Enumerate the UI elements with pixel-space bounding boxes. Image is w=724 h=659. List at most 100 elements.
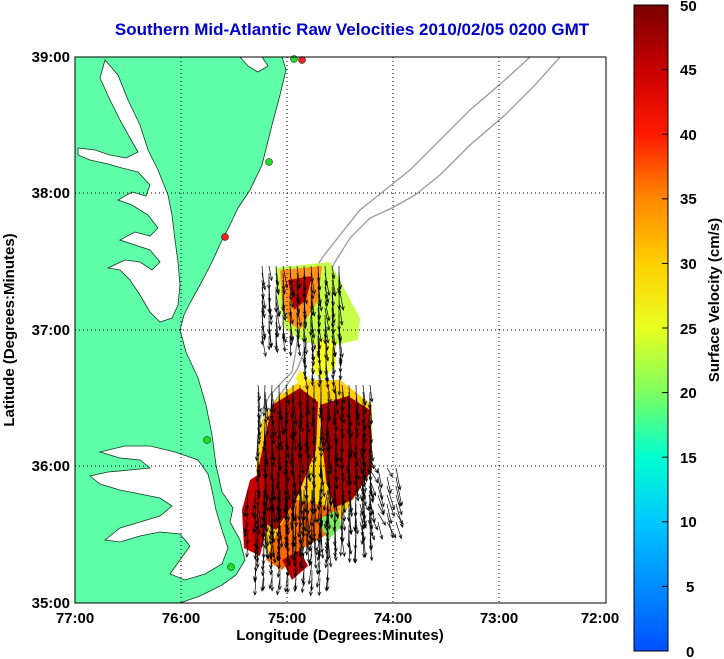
velocity-arrow: [276, 529, 281, 544]
velocity-arrow: [310, 321, 316, 339]
velocity-arrow: [317, 489, 322, 507]
velocity-arrow: [324, 307, 331, 332]
colorbar-tick: 35: [680, 191, 697, 208]
velocity-arrow: [368, 476, 377, 497]
velocity-arrow: [341, 405, 346, 425]
velocity-arrow: [338, 286, 345, 311]
velocity-arrow: [368, 494, 376, 523]
velocity-arrow: [369, 433, 375, 462]
velocity-arrow: [395, 494, 403, 516]
velocity-arrow: [282, 335, 287, 353]
velocity-arrow: [386, 494, 395, 518]
colorbar-label: Surface Velocity (cm/s): [706, 218, 723, 382]
velocity-arrow: [313, 538, 318, 570]
velocity-arrow: [276, 521, 281, 537]
velocity-arrow: [315, 569, 321, 589]
velocity-arrow: [324, 412, 329, 443]
velocity-arrow: [289, 321, 295, 342]
velocity-arrow: [324, 321, 330, 344]
velocity-arrow: [271, 475, 277, 501]
velocity-arrow: [338, 353, 343, 367]
velocity-arrow: [352, 538, 357, 564]
velocity-arrow: [275, 307, 282, 331]
velocity-arrow: [324, 300, 331, 322]
velocity-arrow: [278, 426, 284, 452]
velocity-arrow: [317, 374, 322, 388]
velocity-arrow: [289, 279, 295, 298]
velocity-arrow: [334, 391, 340, 415]
velocity-arrow: [260, 529, 265, 548]
velocity-arrow: [309, 577, 313, 597]
velocity-arrow: [325, 577, 330, 591]
velocity-arrow: [299, 405, 304, 433]
chesapeake-bay: [77, 59, 181, 323]
velocity-arrow: [320, 538, 325, 560]
velocity-arrow: [261, 293, 266, 319]
velocity-arrow: [261, 272, 267, 291]
velocity-arrow: [347, 531, 352, 564]
velocity-arrow: [264, 482, 269, 513]
velocity-arrow: [395, 503, 404, 529]
velocity-arrow: [264, 440, 269, 467]
velocity-arrow: [276, 561, 281, 579]
velocity-arrow: [310, 374, 315, 387]
station-marker: [203, 436, 211, 444]
velocity-arrow: [299, 553, 305, 570]
velocity-arrow: [338, 300, 344, 326]
velocity-arrow: [267, 335, 272, 351]
y-axis-label: Latitude (Degrees:Minutes): [1, 233, 18, 426]
velocity-arrow: [395, 476, 403, 507]
velocity-arrow: [332, 482, 337, 510]
velocity-arrow: [282, 328, 287, 344]
velocity-arrow: [355, 482, 360, 502]
velocity-arrow: [307, 561, 313, 586]
y-tick-label: 39:00: [32, 49, 70, 66]
velocity-arrow: [270, 569, 274, 592]
velocity-arrow: [298, 545, 305, 567]
velocity-arrow: [320, 419, 326, 447]
velocity-arrow: [244, 505, 249, 518]
velocity-arrow: [325, 374, 330, 389]
delaware-bay: [239, 57, 269, 73]
velocity-arrow: [334, 496, 340, 520]
velocity-arrow: [308, 537, 313, 553]
velocity-arrow: [296, 307, 302, 328]
velocity-arrow: [299, 447, 305, 475]
velocity-arrow: [348, 538, 353, 555]
velocity-arrow: [325, 537, 329, 555]
velocity-arrow: [253, 577, 257, 596]
velocity-arrow: [355, 405, 360, 422]
velocity-arrow: [271, 496, 277, 524]
velocity-arrow: [310, 339, 315, 353]
velocity-arrow: [341, 384, 346, 405]
velocity-arrow: [359, 521, 366, 542]
x-axis: 77:00 76:00 75:00 74:00 73:00 72:00 Long…: [56, 610, 619, 644]
velocity-arrow: [348, 426, 354, 455]
velocity-arrow: [368, 485, 375, 499]
velocity-arrow: [285, 577, 290, 594]
x-tick-label: 76:00: [162, 610, 200, 627]
velocity-arrow: [324, 272, 331, 297]
velocity-arrow: [261, 286, 267, 310]
colorbar-tick: 15: [680, 450, 697, 467]
velocity-arrow: [274, 321, 279, 338]
velocity-arrow: [368, 512, 379, 531]
colorbar-tick: 50: [680, 0, 697, 15]
velocity-arrow: [386, 503, 393, 525]
velocity-arrow: [348, 496, 353, 514]
velocity-arrow: [317, 577, 322, 597]
velocity-arrow: [264, 412, 270, 436]
velocity-arrow: [257, 419, 262, 441]
velocity-arrow: [355, 398, 361, 427]
velocity-arrow: [359, 512, 365, 530]
velocity-arrow: [327, 398, 332, 422]
colorbar-tick: 25: [680, 321, 697, 338]
velocity-arrow: [264, 391, 269, 413]
velocity-arrow: [310, 328, 317, 350]
velocity-arrow: [359, 485, 366, 501]
velocity-arrow: [296, 286, 301, 305]
velocity-arrow: [319, 475, 324, 494]
velocity-arrow: [245, 537, 249, 558]
velocity-arrow: [289, 307, 294, 325]
velocity-arrow: [310, 398, 315, 428]
